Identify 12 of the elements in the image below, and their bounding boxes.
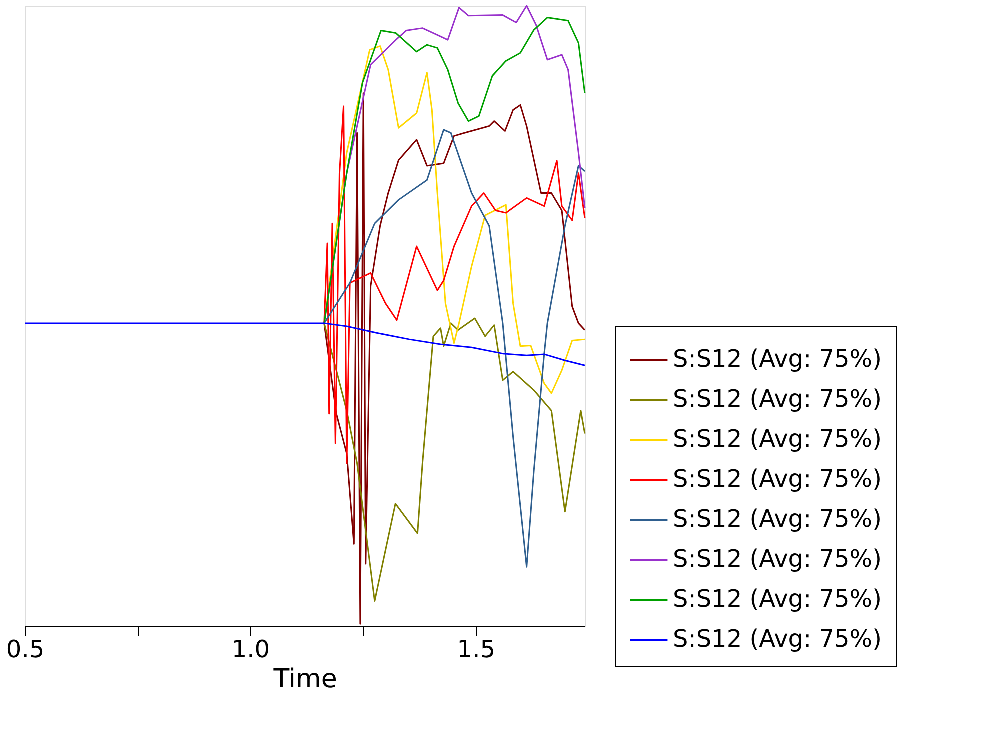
legend-label: S:S12 (Avg: 75%) <box>673 545 882 573</box>
legend-label: S:S12 (Avg: 75%) <box>673 425 882 453</box>
legend-label: S:S12 (Avg: 75%) <box>673 385 882 413</box>
legend-label: S:S12 (Avg: 75%) <box>673 625 882 653</box>
x-axis-title: Time <box>272 664 338 694</box>
legend-label: S:S12 (Avg: 75%) <box>673 465 882 493</box>
legend-label: S:S12 (Avg: 75%) <box>673 345 882 373</box>
x-tick-label: 1.5 <box>457 636 496 664</box>
legend-label: S:S12 (Avg: 75%) <box>673 505 882 533</box>
x-tick-label: 1.0 <box>232 636 270 664</box>
legend-label: S:S12 (Avg: 75%) <box>673 585 882 613</box>
x-tick-label: 0.5 <box>6 636 45 664</box>
